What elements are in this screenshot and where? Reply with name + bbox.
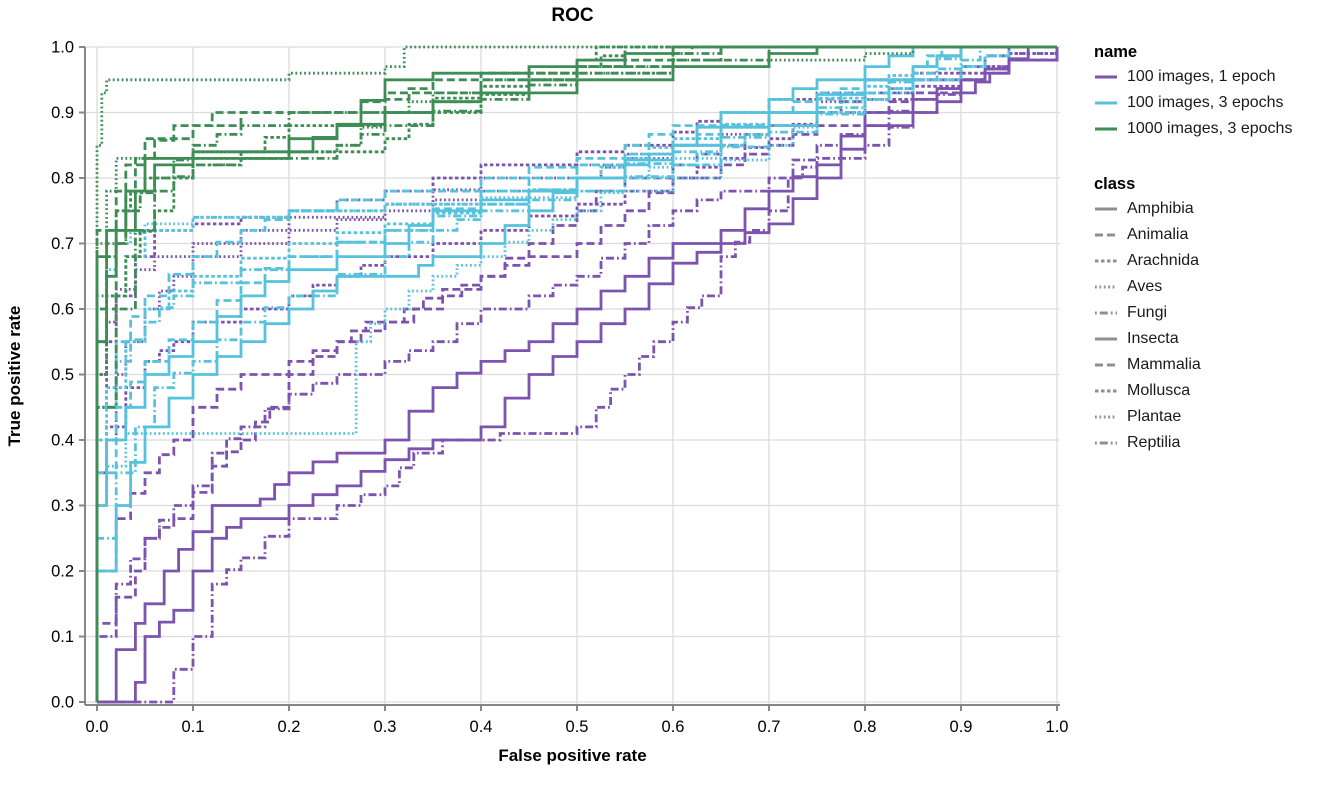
y-tick-label: 0.9: [51, 104, 74, 122]
roc-curve-reptilia-g1: [95, 45, 1057, 702]
legend-class-item-7-swatch-line-icon: [1095, 389, 1117, 393]
legend-class-item-2-label: Arachnida: [1127, 252, 1200, 269]
legend-class-item-2-swatch-line-icon: [1095, 259, 1117, 263]
legend-class-item-3: Aves: [1094, 274, 1334, 300]
x-tick-label: 1.0: [1046, 718, 1069, 736]
legend-class-item-4: Fungi: [1094, 300, 1334, 326]
roc-curve-reptilia-g0: [97, 47, 1059, 704]
x-tick-label: 0.2: [278, 718, 301, 736]
y-tick-label: 0.1: [51, 628, 74, 646]
legend-class-item-9-label: Reptilia: [1127, 434, 1181, 451]
legend-name-item-1: 100 images, 3 epochs: [1094, 90, 1334, 116]
roc-curve-mammalia-g1: [95, 45, 1057, 702]
legend-class-item-9-swatch-line-icon: [1095, 441, 1117, 445]
legend-class-item-3-label: Aves: [1127, 278, 1163, 295]
roc-curve-fungi-g2: [95, 45, 1057, 702]
y-tick-label: 0.6: [51, 301, 74, 319]
x-tick-label: 0.6: [662, 718, 685, 736]
y-tick-label: 0.8: [51, 170, 74, 188]
x-axis-title: False positive rate: [498, 746, 647, 765]
y-axis-title: True positive rate: [5, 305, 24, 447]
legend-class-item-4-label: Fungi: [1127, 304, 1168, 321]
legend-name-title: name: [1094, 43, 1138, 61]
roc-curve-mammalia-g2: [95, 45, 1057, 702]
legend-class-item-1-label: Animalia: [1127, 226, 1189, 243]
legend-class-title: class: [1094, 175, 1136, 193]
legend-name-item-1-swatch-line-icon: [1095, 101, 1117, 105]
y-tick-label: 0.2: [51, 563, 74, 581]
legend-class-item-8-swatch-line-icon: [1095, 415, 1117, 419]
legend-class-item-8: Plantae: [1094, 404, 1334, 430]
x-tick-label: 0.8: [854, 718, 877, 736]
legend-name-item-2-swatch-line-icon: [1095, 127, 1117, 131]
legend-class-item-0-label: Amphibia: [1127, 200, 1194, 217]
legend-name-item-1-label: 100 images, 3 epochs: [1127, 94, 1284, 111]
roc-curve-animalia-g1: [95, 45, 1057, 702]
x-tick-label: 0.3: [374, 718, 397, 736]
legend-class-item-8-label: Plantae: [1127, 408, 1182, 425]
legend-class-item-0-swatch-line-icon: [1095, 207, 1117, 211]
roc-curve-animalia-g0: [95, 47, 1059, 702]
x-tick-label: 0.9: [950, 718, 973, 736]
y-tick-label: 1.0: [51, 39, 74, 57]
y-tick-label: 0.3: [51, 497, 74, 515]
roc-curve-aves-g2: [95, 45, 1057, 702]
legend-class-item-3-swatch-line-icon: [1095, 285, 1117, 289]
x-tick-label: 0.0: [86, 718, 109, 736]
roc-curve-insecta-g1: [95, 45, 1057, 702]
legend-name-item-0-swatch-line-icon: [1095, 75, 1117, 79]
legend-class-item-1: Animalia: [1094, 222, 1334, 248]
legend-name-items: 100 images, 1 epoch 100 images, 3 epochs 1…: [1094, 64, 1334, 142]
roc-curve-mollusca-g2: [95, 45, 1057, 702]
legend-name-item-2-label: 1000 images, 3 epochs: [1127, 120, 1293, 137]
legend-class-item-7: Mollusca: [1094, 378, 1334, 404]
legend-class-item-5-label: Insecta: [1127, 330, 1179, 347]
legend-class-item-5: Insecta: [1094, 326, 1334, 352]
legend: name 100 images, 1 epoch 100 images, 3 ep…: [1094, 40, 1334, 456]
x-tick-label: 0.7: [758, 718, 781, 736]
x-tick-label: 0.1: [182, 718, 205, 736]
legend-class-item-5-swatch-line-icon: [1095, 337, 1117, 341]
legend-class-item-4-swatch-line-icon: [1095, 311, 1117, 315]
legend-class-item-1-swatch-line-icon: [1095, 233, 1117, 237]
roc-curve-reptilia-g2: [95, 45, 1057, 702]
legend-name-item-0-label: 100 images, 1 epoch: [1127, 68, 1276, 85]
chart-title: ROC: [551, 5, 594, 26]
x-tick-label: 0.4: [470, 718, 493, 736]
roc-curve-fungi-g1: [95, 45, 1057, 702]
roc-curve-plantae-g2: [95, 45, 1057, 702]
x-tick-label: 0.5: [566, 718, 589, 736]
y-tick-label: 0.7: [51, 235, 74, 253]
legend-class-item-7-label: Mollusca: [1127, 382, 1191, 399]
y-tick-label: 0.4: [51, 432, 74, 450]
y-tick-label: 0.5: [51, 366, 74, 384]
legend-name-item-0: 100 images, 1 epoch: [1094, 64, 1334, 90]
legend-class-item-0: Amphibia: [1094, 196, 1334, 222]
legend-class-item-6: Mammalia: [1094, 352, 1334, 378]
legend-class-item-2: Arachnida: [1094, 248, 1334, 274]
legend-class-item-6-label: Mammalia: [1127, 356, 1201, 373]
legend-class-items: Amphibia Animalia Arachnida Aves Fungi Insect…: [1094, 196, 1334, 456]
legend-class-item-9: Reptilia: [1094, 430, 1334, 456]
y-tick-label: 0.0: [51, 694, 74, 712]
roc-curve-plantae-g1: [95, 45, 1057, 702]
legend-name-item-2: 1000 images, 3 epochs: [1094, 116, 1334, 142]
roc-curve-arachnida-g1: [95, 45, 1057, 702]
legend-class-item-6-swatch-line-icon: [1095, 363, 1117, 367]
